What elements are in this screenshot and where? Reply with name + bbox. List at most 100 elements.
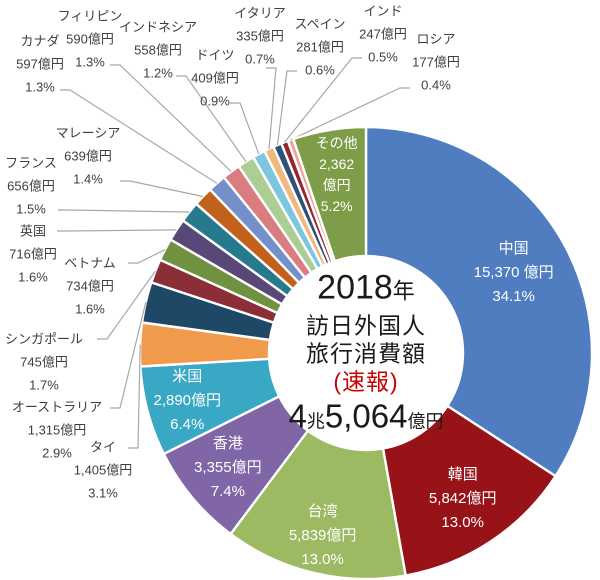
slice-label-line: 7.4% (210, 483, 245, 501)
slice-label-line: インド (363, 3, 403, 19)
slice-label-line: イタリア (234, 5, 286, 21)
slice-label-line: 0.7% (245, 51, 275, 67)
slice-label-vietnam: ベトナム 734億円 1.6% (64, 252, 116, 321)
slice-label-line: 英国 (19, 223, 47, 239)
slice-label-line: 1.6% (75, 301, 105, 317)
slice-label-line: 0.6% (305, 62, 335, 78)
slice-label-line: 590億円 (66, 31, 114, 47)
slice-label-line: 0.4% (421, 77, 451, 93)
center-year-unit: 年 (392, 278, 415, 304)
slice-label-line: 億円 (322, 177, 351, 194)
center-flash-label: (速報) (333, 368, 399, 395)
slice-label-line: 1,405億円 (73, 462, 133, 478)
slice-label-france: フランス 656億円 1.5% (5, 152, 57, 221)
slice-label-others: その他 2,362 億円 5.2% (316, 133, 358, 217)
slice-label-singapore: シンガポール 745億円 1.7% (5, 328, 83, 397)
pie-slice-taiwan (229, 429, 407, 580)
slice-label-germany: ドイツ 409億円 0.9% (191, 44, 239, 113)
slice-label-china: 中国 15,370 億円 34.1% (474, 237, 554, 309)
slice-label-line: 3.1% (88, 485, 118, 501)
slice-label-line: 中国 (498, 239, 529, 257)
slice-label-line: 13.0% (441, 513, 484, 531)
leader-line-thailand (128, 344, 141, 449)
slice-label-italy: イタリア 335億円 0.7% (234, 2, 285, 71)
leader-line-malaysia (120, 180, 204, 198)
center-total-cho: 4 (288, 397, 307, 435)
leader-line-philippines (110, 64, 232, 173)
slice-label-malaysia: マレーシア 639億円 1.4% (56, 122, 121, 191)
leader-line-uk (57, 229, 177, 232)
slice-label-line: 281億円 (296, 39, 344, 55)
slice-label-line: 745億円 (20, 354, 68, 370)
slice-label-line: インドネシア (118, 19, 198, 35)
slice-label-line: スペイン (294, 16, 346, 32)
slice-label-line: カナダ (20, 33, 60, 49)
leader-line-singapore (97, 270, 156, 340)
slice-label-line: 0.9% (200, 93, 230, 109)
slice-label-india: インド 247億円 0.5% (359, 0, 407, 69)
pie-slice-others (292, 125, 368, 263)
slice-label-thailand: タイ 1,405億円 3.1% (74, 436, 133, 505)
slice-label-line: 台湾 (307, 502, 338, 520)
slice-label-indonesia: インドネシア 558億円 1.2% (119, 16, 197, 85)
slice-label-line: 2,890億円 (153, 391, 222, 409)
slice-label-line: 米国 (172, 367, 203, 385)
slice-label-line: 5,842億円 (428, 489, 497, 507)
slice-label-hong-kong: 香港 3,355億円 7.4% (194, 432, 262, 504)
slice-label-line: 1.6% (18, 269, 48, 285)
leader-line-france (58, 209, 190, 213)
leader-line-vietnam (128, 249, 166, 264)
slice-label-line: 1.4% (73, 171, 103, 187)
slice-label-line: 247億円 (359, 26, 407, 42)
pie-slice-china (364, 125, 594, 478)
leader-line-spain (276, 70, 297, 146)
slice-label-canada: カナダ 597億円 1.3% (16, 30, 64, 99)
slice-label-line: ドイツ (195, 47, 235, 63)
slice-label-line: ロシア (416, 31, 456, 47)
slice-label-line: オーストラリア (11, 399, 103, 415)
slice-label-line: 558億円 (134, 42, 182, 58)
slice-label-line: マレーシア (55, 125, 121, 141)
slice-label-line: 335億円 (236, 28, 284, 44)
leader-line-australia (110, 302, 147, 409)
slice-label-line: 2.9% (42, 445, 72, 461)
center-total-cho-unit: 兆 (306, 411, 325, 432)
slice-label-line: 639億円 (64, 148, 112, 164)
slice-label-line: 716億円 (9, 246, 57, 262)
leader-line-russia (290, 87, 410, 141)
slice-label-line: 1.3% (25, 79, 55, 95)
slice-label-line: 0.5% (368, 49, 398, 65)
center-year: 2018 (317, 268, 393, 307)
slice-label-line: 1.5% (16, 201, 46, 217)
slice-label-uk: 英国 716億円 1.6% (9, 220, 57, 289)
slice-label-line: 656億円 (7, 178, 55, 194)
slice-label-line: 597億円 (16, 56, 64, 72)
slice-label-philippines: フィリピン 590億円 1.3% (58, 5, 123, 74)
slice-label-line: 15,370 億円 (473, 263, 554, 281)
leader-line-canada (60, 89, 218, 184)
slice-label-line: 香港 (212, 435, 243, 453)
slice-label-line: 6.4% (170, 415, 205, 433)
slice-label-usa: 米国 2,890億円 6.4% (153, 365, 221, 437)
center-line-3: 旅行消費額 (305, 340, 426, 367)
slice-label-spain: スペイン 281億円 0.6% (294, 13, 345, 82)
slice-label-line: 3,355億円 (194, 459, 262, 477)
slice-label-line: 734億円 (66, 278, 114, 294)
leader-line-indonesia (176, 75, 247, 162)
slice-label-line: 34.1% (492, 287, 535, 305)
slice-label-line: ベトナム (64, 255, 116, 271)
center-line-2: 訪日外国人 (305, 312, 426, 339)
center-total-oku-unit: 億円 (407, 411, 444, 432)
slice-label-line: 13.0% (301, 550, 344, 568)
slice-label-line: 韓国 (447, 465, 478, 483)
slice-label-line: タイ (89, 439, 117, 455)
slice-label-line: 409億円 (191, 70, 239, 86)
center-total-oku: 5,064 (324, 397, 408, 435)
center-total-line: 4兆5,064億円 (289, 396, 444, 443)
slice-label-line: フィリピン (57, 8, 123, 24)
slice-label-line: フランス (5, 155, 57, 171)
leader-line-italy (266, 67, 277, 149)
slice-label-south-korea: 韓国 5,842億円 13.0% (429, 463, 497, 535)
